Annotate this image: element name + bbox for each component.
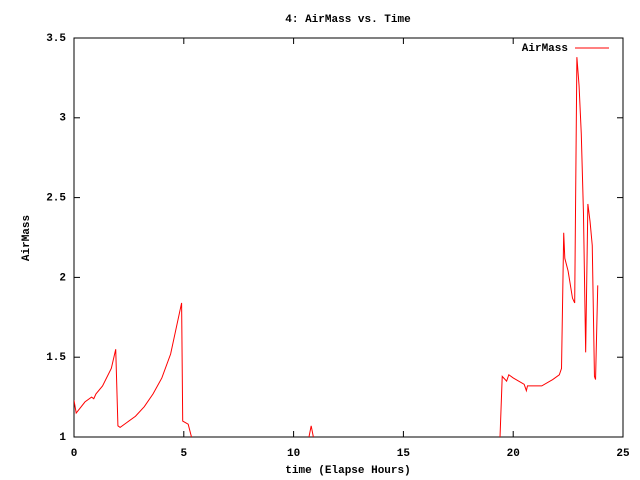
y-tick-label: 1.5 bbox=[46, 352, 66, 364]
y-tick-label: 2 bbox=[59, 272, 66, 284]
x-tick-label: 0 bbox=[71, 448, 78, 460]
y-tick-label: 3 bbox=[59, 113, 66, 125]
x-tick-label: 10 bbox=[287, 448, 300, 460]
y-tick-label: 3.5 bbox=[46, 33, 66, 45]
plot-frame bbox=[73, 37, 624, 438]
x-tick-label: 25 bbox=[616, 448, 630, 460]
x-tick-label: 5 bbox=[180, 448, 187, 460]
x-axis-label: time (Elapse Hours) bbox=[285, 465, 410, 477]
x-tick-label: 15 bbox=[397, 448, 411, 460]
y-axis-label: AirMass bbox=[21, 215, 33, 261]
x-tick-label: 20 bbox=[507, 448, 520, 460]
y-tick-label: 2.5 bbox=[46, 193, 66, 205]
chart-title: 4: AirMass vs. Time bbox=[285, 14, 411, 26]
y-tick-label: 1 bbox=[59, 432, 66, 444]
legend-label: AirMass bbox=[522, 43, 568, 55]
data-line bbox=[74, 57, 599, 437]
